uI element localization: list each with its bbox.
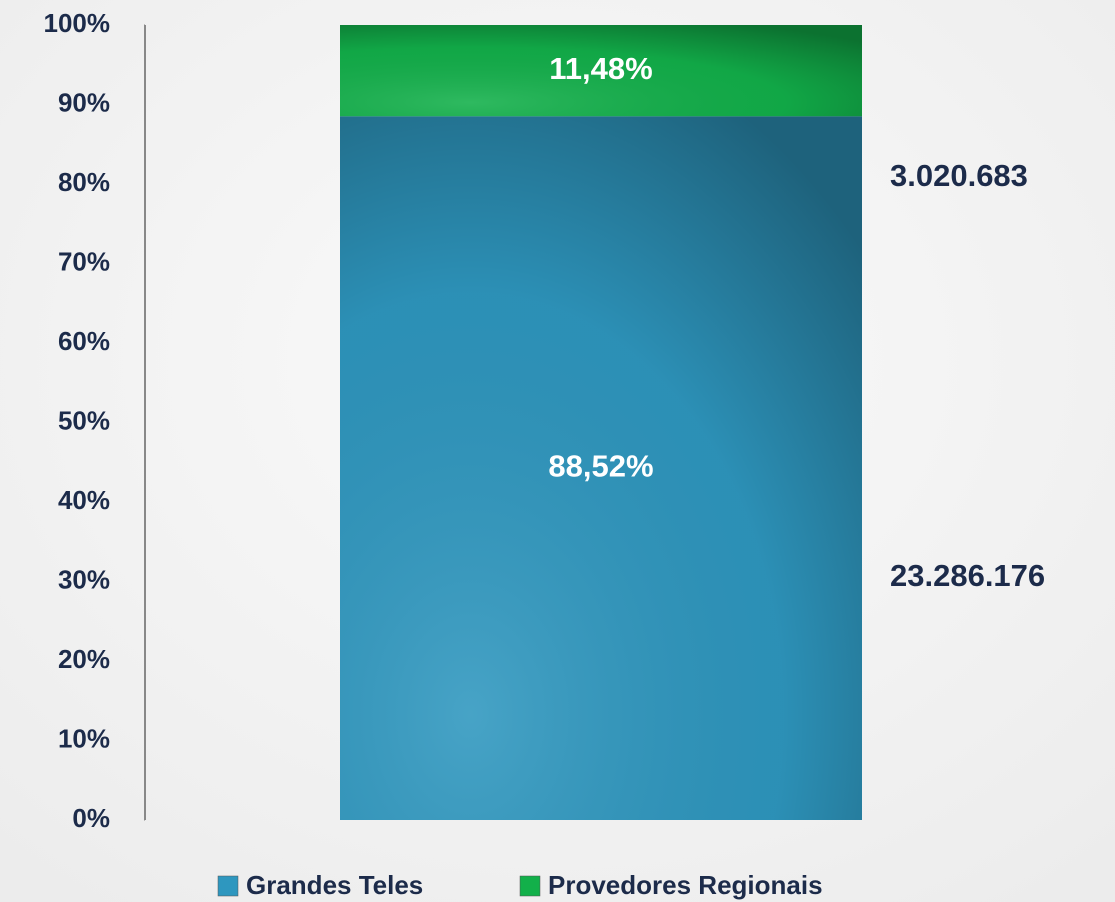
value-label: 11,48% — [549, 51, 652, 86]
legend-swatch — [519, 875, 541, 897]
y-tick-label: 10% — [58, 723, 110, 753]
y-tick-label: 80% — [58, 167, 110, 197]
y-tick-label: 40% — [58, 485, 110, 515]
y-tick-label: 70% — [58, 246, 110, 276]
y-tick-label: 60% — [58, 326, 110, 356]
value-label: 88,52% — [548, 448, 653, 483]
bar-shade — [340, 25, 862, 117]
y-tick-label: 20% — [58, 644, 110, 674]
y-tick-label: 50% — [58, 405, 110, 435]
legend-label: Grandes Teles — [246, 870, 423, 900]
legend-swatch — [217, 875, 239, 897]
y-tick-label: 30% — [58, 564, 110, 594]
bar-shade — [340, 116, 862, 821]
y-tick-label: 90% — [58, 87, 110, 117]
annotation: 3.020.683 — [890, 158, 1028, 193]
annotation: 23.286.176 — [890, 558, 1045, 593]
y-tick-label: 0% — [72, 803, 110, 833]
legend-label: Provedores Regionais — [548, 870, 823, 900]
y-tick-label: 100% — [44, 8, 111, 38]
